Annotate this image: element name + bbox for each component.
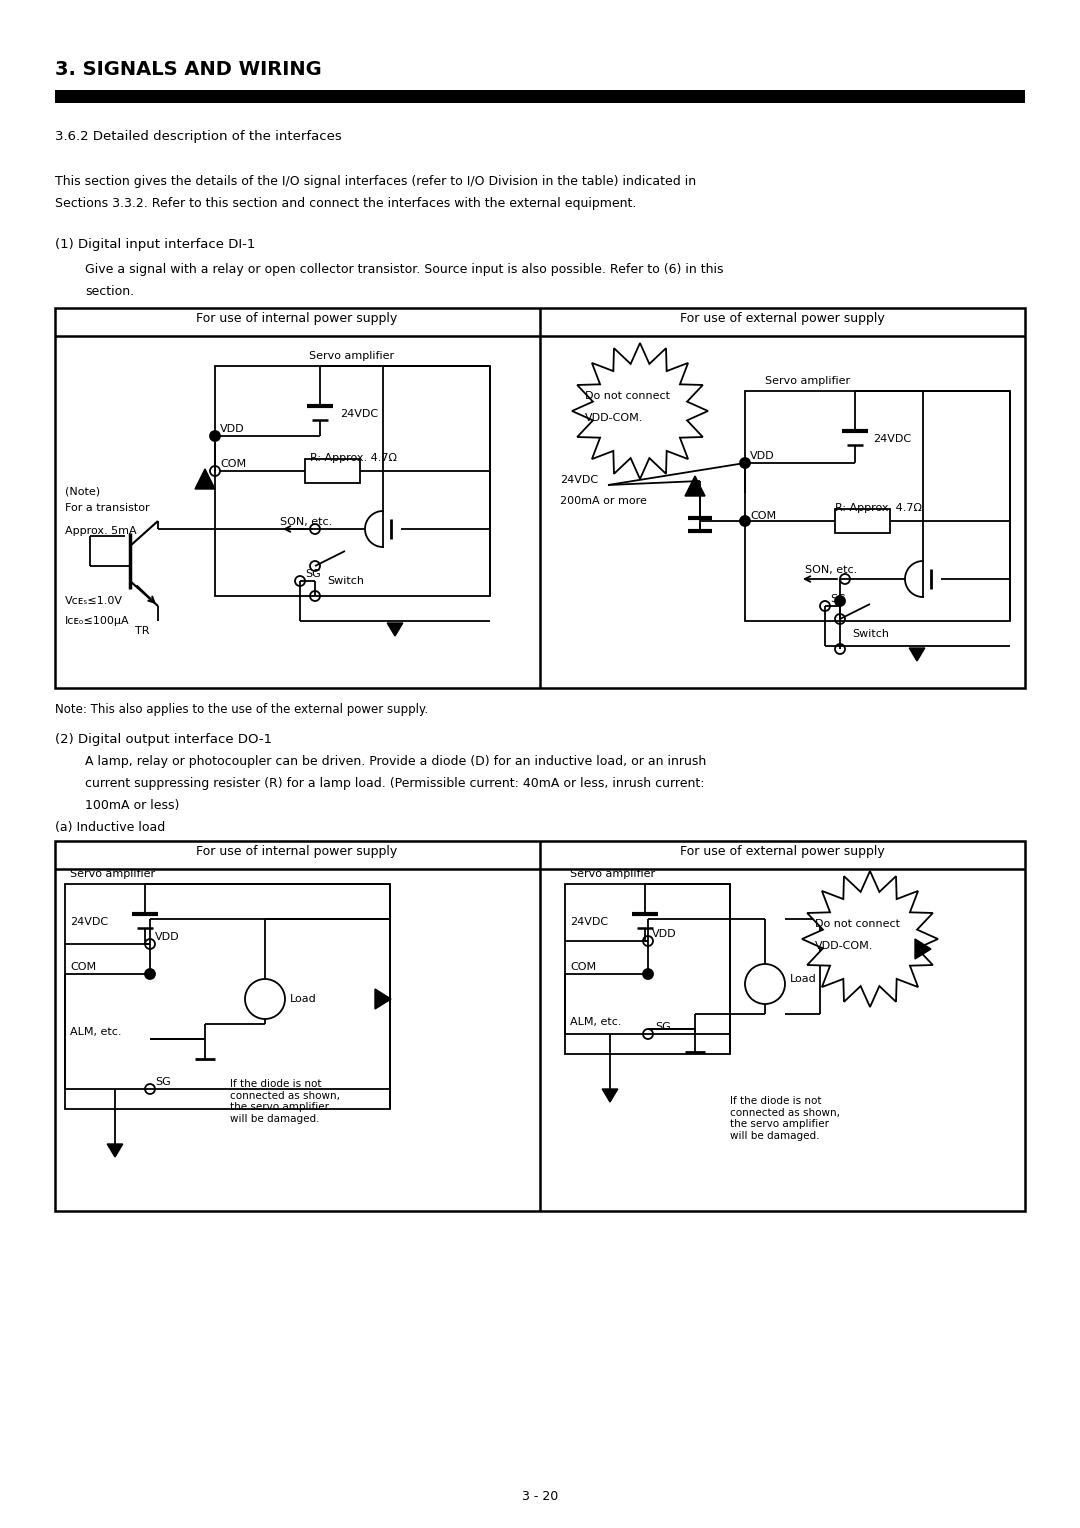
Polygon shape	[107, 1144, 123, 1157]
Text: Servo amplifier: Servo amplifier	[70, 869, 156, 879]
Bar	[565, 885, 730, 1054]
Text: 100mA or less): 100mA or less)	[85, 799, 179, 811]
Polygon shape	[685, 477, 705, 497]
Text: If the diode is not
connected as shown,
the servo amplifier
will be damaged.: If the diode is not connected as shown, …	[730, 1096, 840, 1141]
Text: Servo amplifier: Servo amplifier	[570, 869, 656, 879]
Circle shape	[740, 516, 750, 526]
Polygon shape	[802, 871, 939, 1007]
Text: For use of internal power supply: For use of internal power supply	[197, 845, 397, 859]
Text: VDD-COM.: VDD-COM.	[815, 941, 874, 950]
Text: ALM, etc.: ALM, etc.	[70, 1027, 121, 1038]
Text: VDD-COM.: VDD-COM.	[585, 413, 644, 423]
Text: COM: COM	[750, 510, 777, 521]
Text: VDD: VDD	[220, 423, 245, 434]
Text: (2) Digital output interface DO-1: (2) Digital output interface DO-1	[55, 733, 272, 746]
Text: Iᴄᴇₒ≤100μA: Iᴄᴇₒ≤100μA	[65, 616, 130, 626]
Text: ALM, etc.: ALM, etc.	[570, 1018, 621, 1027]
Polygon shape	[603, 1089, 618, 1102]
Text: 24VDC: 24VDC	[561, 475, 598, 484]
Bar	[745, 391, 1010, 620]
Text: VDD: VDD	[750, 451, 774, 461]
Bar	[65, 885, 390, 1109]
Text: 24VDC: 24VDC	[570, 917, 608, 927]
Text: 200mA or more: 200mA or more	[561, 497, 647, 506]
Text: VDD: VDD	[156, 932, 179, 941]
Text: 24VDC: 24VDC	[340, 410, 378, 419]
Text: R: Approx. 4.7Ω: R: Approx. 4.7Ω	[310, 452, 397, 463]
Text: SG: SG	[305, 568, 321, 579]
Bar	[55, 309, 1025, 688]
Text: Do not connect: Do not connect	[815, 918, 900, 929]
Text: Approx. 5mA: Approx. 5mA	[65, 526, 137, 536]
Text: Load: Load	[789, 973, 816, 984]
Text: COM: COM	[220, 458, 246, 469]
Text: COM: COM	[70, 963, 96, 972]
Text: (Note): (Note)	[65, 486, 100, 497]
Text: SON, etc.: SON, etc.	[280, 516, 333, 527]
Text: Switch: Switch	[852, 630, 889, 639]
Polygon shape	[375, 989, 391, 1008]
Polygon shape	[909, 648, 924, 662]
Text: TR: TR	[135, 626, 149, 636]
Text: 24VDC: 24VDC	[70, 917, 108, 927]
Circle shape	[210, 431, 220, 442]
Text: 3. SIGNALS AND WIRING: 3. SIGNALS AND WIRING	[55, 60, 322, 79]
Text: For a transistor: For a transistor	[65, 503, 150, 513]
Text: A lamp, relay or photocoupler can be driven. Provide a diode (D) for an inductiv: A lamp, relay or photocoupler can be dri…	[85, 755, 706, 769]
Text: (1) Digital input interface DI-1: (1) Digital input interface DI-1	[55, 238, 255, 251]
Bar	[835, 509, 890, 533]
Text: section.: section.	[85, 286, 134, 298]
Polygon shape	[915, 940, 931, 960]
Text: 3 - 20: 3 - 20	[522, 1490, 558, 1504]
Text: ±10%: ±10%	[828, 953, 862, 964]
Text: (a) Inductive load: (a) Inductive load	[55, 821, 165, 834]
Text: Load: Load	[291, 995, 316, 1004]
Text: Sections 3.3.2. Refer to this section and connect the interfaces with the extern: Sections 3.3.2. Refer to this section an…	[55, 197, 636, 209]
Text: SG: SG	[156, 1077, 171, 1086]
Text: Switch: Switch	[327, 576, 364, 587]
Polygon shape	[572, 342, 708, 478]
Text: Vᴄᴇₛ≤1.0V: Vᴄᴇₛ≤1.0V	[65, 596, 123, 607]
Text: 24VDC: 24VDC	[828, 934, 866, 944]
Text: 3.6.2 Detailed description of the interfaces: 3.6.2 Detailed description of the interf…	[55, 130, 341, 144]
Circle shape	[835, 596, 845, 607]
Text: VDD: VDD	[652, 929, 677, 940]
Text: If the diode is not
connected as shown,
the servo amplifier
will be damaged.: If the diode is not connected as shown, …	[230, 1079, 340, 1123]
Text: 24VDC: 24VDC	[873, 434, 912, 445]
Text: For use of external power supply: For use of external power supply	[679, 845, 885, 859]
Text: SG: SG	[654, 1022, 671, 1031]
Text: SG: SG	[831, 594, 846, 604]
Text: Do not connect: Do not connect	[585, 391, 670, 400]
Text: Note: This also applies to the use of the external power supply.: Note: This also applies to the use of th…	[55, 703, 428, 717]
Circle shape	[740, 458, 750, 468]
Circle shape	[643, 969, 653, 979]
Text: Servo amplifier: Servo amplifier	[310, 351, 394, 361]
Text: R: Approx. 4.7Ω: R: Approx. 4.7Ω	[835, 503, 922, 513]
Text: Give a signal with a relay or open collector transistor. Source input is also po: Give a signal with a relay or open colle…	[85, 263, 724, 277]
Bar	[215, 367, 490, 596]
Text: SON, etc.: SON, etc.	[805, 565, 858, 575]
Circle shape	[145, 969, 156, 979]
Text: Servo amplifier: Servo amplifier	[765, 376, 850, 387]
Text: COM: COM	[570, 963, 596, 972]
Text: This section gives the details of the I/O signal interfaces (refer to I/O Divisi: This section gives the details of the I/…	[55, 176, 697, 188]
Text: For use of external power supply: For use of external power supply	[679, 312, 885, 325]
Bar	[305, 458, 360, 483]
Polygon shape	[195, 469, 215, 489]
Bar	[55, 90, 1025, 102]
Polygon shape	[388, 623, 403, 636]
Text: current suppressing resister (R) for a lamp load. (Permissible current: 40mA or : current suppressing resister (R) for a l…	[85, 778, 704, 790]
Bar	[55, 840, 1025, 1212]
Text: For use of internal power supply: For use of internal power supply	[197, 312, 397, 325]
